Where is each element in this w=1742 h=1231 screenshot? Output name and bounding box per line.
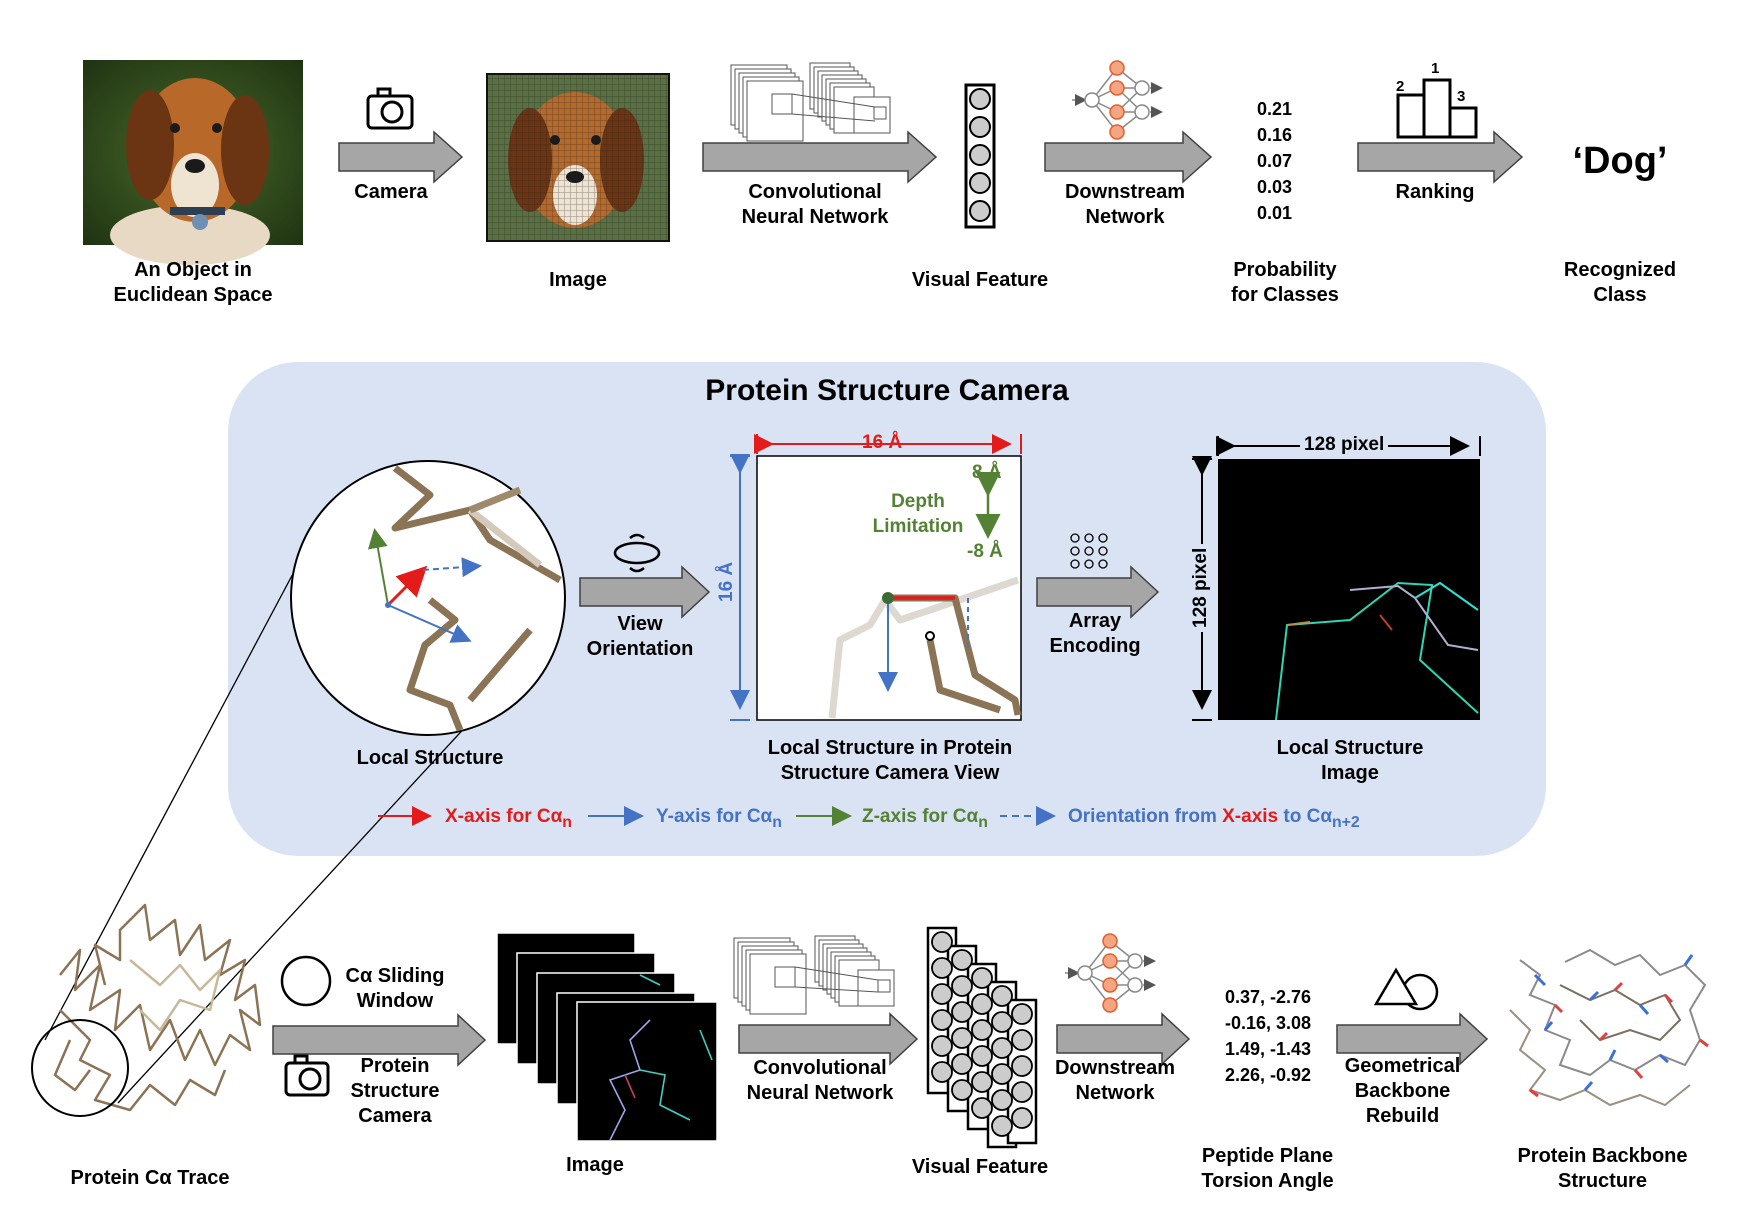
local-structure-label: Local Structure [356, 747, 504, 769]
cnn-label: Convolutional Neural Network [741, 181, 889, 228]
dog-photo [83, 60, 303, 265]
panel-arrows [579, 565, 1160, 619]
panel-title: Protein Structure Camera [705, 374, 1069, 407]
array-encoding-label: Array Encoding [1049, 610, 1141, 657]
dot-grid-icon [1070, 533, 1108, 569]
view-orientation-label: View Orientation [586, 613, 694, 660]
pixel-width: 128 pixel [1300, 434, 1389, 456]
bottom-cnn-label: Convolutional Neural Network [746, 1057, 894, 1104]
camera-label: Camera [354, 181, 428, 203]
image-label: Image [549, 269, 607, 291]
torsion-angle-values: 0.37, -2.76 -0.16, 3.08 1.49, -1.43 2.26… [1224, 987, 1312, 1085]
protein-backbone-structure [1509, 948, 1709, 1107]
protein-trace [31, 903, 262, 1117]
podium-icon [1396, 78, 1478, 139]
recognized-class-label: Recognized Class [1563, 259, 1677, 306]
pixel-height: 128 pixel [1190, 543, 1212, 632]
depth-bottom: -8 Å [967, 541, 1003, 562]
camera-icon [284, 1054, 330, 1097]
width-dimension: 16 Å [862, 432, 903, 453]
local-structure-circle [290, 460, 566, 736]
depth-limitation-label: Depth Limitation [872, 491, 964, 537]
cnn-icon [730, 62, 891, 142]
backbone-rebuild-label: Geometrical Backbone Rebuild [1344, 1055, 1461, 1127]
height-dimension: 16 Å [716, 561, 737, 602]
protein-trace-label: Protein Cα Trace [70, 1167, 230, 1189]
image-stack [496, 932, 718, 1142]
sliding-window-label: Cα Sliding Window [345, 965, 445, 1012]
bottom-downstream-label: Downstream Network [1054, 1057, 1176, 1104]
probability-label: Probability for Classes [1231, 259, 1339, 306]
ranking-label: Ranking [1395, 181, 1475, 203]
probability-values: 0.21 0.16 0.07 0.03 0.01 [1257, 99, 1293, 223]
top-arrows [338, 130, 1524, 184]
camera-view-box [730, 434, 1022, 721]
recognized-class-value: ‘Dog’ [1572, 140, 1668, 182]
zoom-line-top [44, 552, 305, 1041]
cnn-icon [733, 935, 895, 1015]
bottom-visual-feature-label: Visual Feature [911, 1156, 1049, 1178]
rotate-icon [613, 533, 661, 573]
camera-icon [366, 87, 414, 130]
rank-1: 1 [1431, 60, 1440, 77]
bottom-arrows [272, 1012, 1489, 1067]
legend-orientation: Orientation from X-axis to Cαn+2 [1068, 806, 1360, 831]
protein-camera-label: Protein Structure Camera [350, 1055, 440, 1127]
camera-view-label: Local Structure in Protein Structure Cam… [767, 737, 1013, 784]
shape-icon [1373, 967, 1439, 1011]
legend-z-axis: Z-axis for Cαn [862, 806, 988, 831]
object-label: An Object in Euclidean Space [113, 259, 273, 306]
zoom-line-bottom [117, 669, 519, 1104]
rank-2: 2 [1396, 78, 1405, 95]
visual-feature-column [964, 83, 996, 229]
visual-feature-label: Visual Feature [911, 269, 1049, 291]
pixelated-dog-image [486, 73, 670, 242]
rank-3: 3 [1457, 88, 1466, 105]
legend-y-axis: Y-axis for Cαn [656, 806, 782, 831]
image-stack-traces [608, 974, 713, 1141]
neural-network-icon [1072, 60, 1163, 140]
legend-x-axis: X-axis for Cαn [445, 806, 572, 831]
neural-network-icon [1065, 933, 1156, 1013]
local-structure-image [1192, 436, 1481, 721]
local-image-label: Local Structure Image [1276, 737, 1424, 784]
circle-icon [280, 955, 332, 1007]
depth-top: 8 Å [972, 462, 1002, 483]
visual-feature-nodes [931, 931, 1033, 1137]
bottom-image-label: Image [566, 1154, 624, 1176]
torsion-angle-label: Peptide Plane Torsion Angle [1201, 1145, 1334, 1192]
backbone-structure-label: Protein Backbone Structure [1517, 1145, 1688, 1192]
downstream-label: Downstream Network [1064, 181, 1186, 228]
